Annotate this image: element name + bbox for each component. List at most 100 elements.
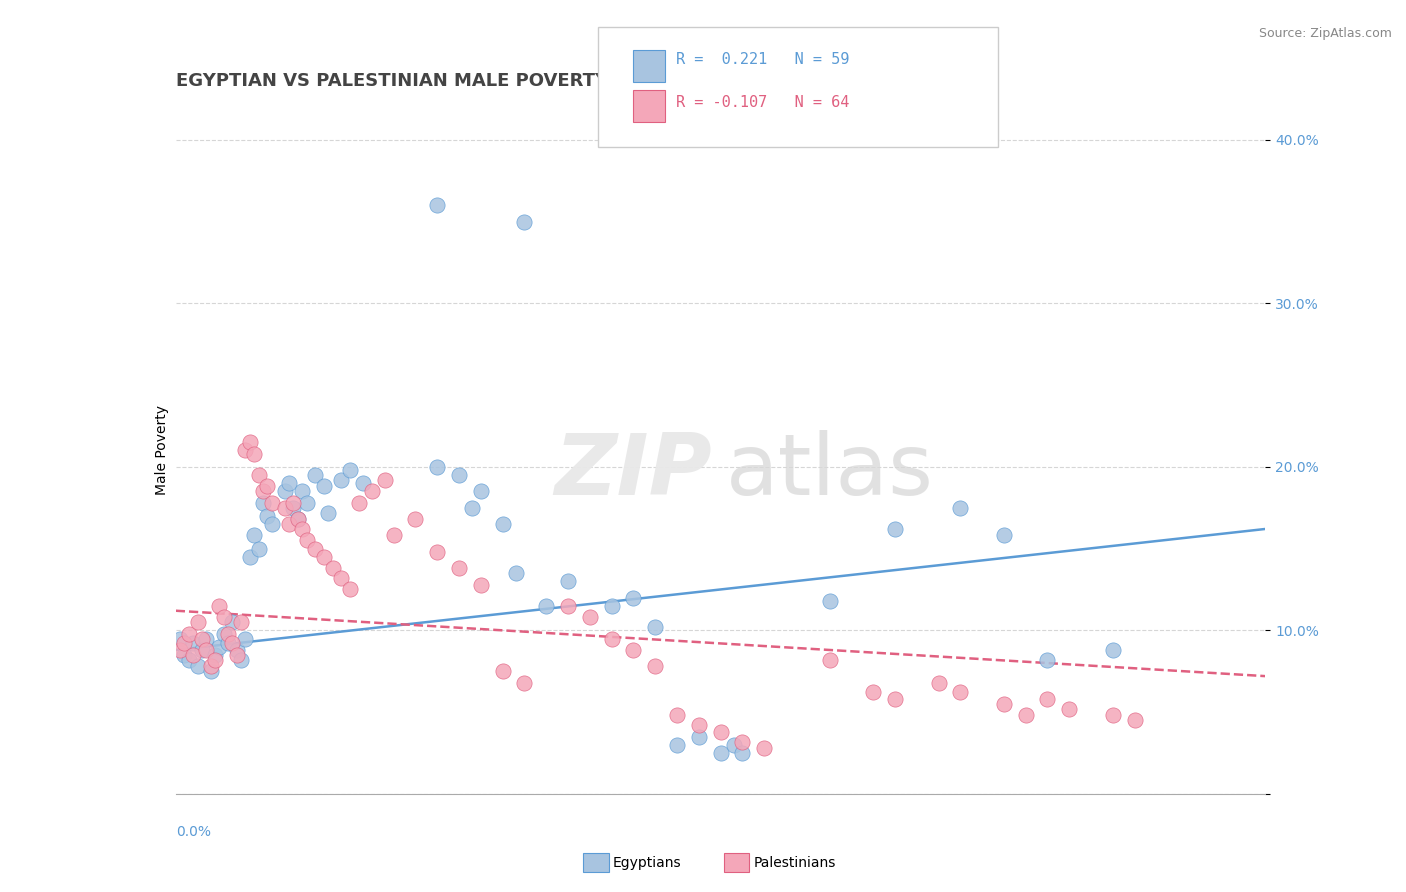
Point: [1036, 692, 1059, 706]
Point: [666, 738, 689, 752]
Point: [260, 496, 283, 510]
Point: [993, 697, 1015, 711]
Point: [360, 484, 382, 499]
Point: [949, 685, 972, 699]
Point: [1036, 653, 1059, 667]
Point: [330, 473, 353, 487]
Point: [243, 528, 266, 542]
Point: [557, 599, 579, 613]
Point: [274, 500, 297, 515]
Point: [513, 214, 536, 228]
Point: [322, 561, 344, 575]
Point: [688, 730, 710, 744]
Text: atlas: atlas: [725, 430, 934, 513]
Point: [278, 516, 301, 531]
Point: [181, 636, 204, 650]
Point: [644, 659, 666, 673]
Point: [235, 443, 257, 458]
Point: [295, 496, 318, 510]
Point: [579, 610, 602, 624]
Point: [231, 615, 253, 630]
Point: [710, 724, 733, 739]
Point: [352, 476, 374, 491]
Text: R = -0.107   N = 64: R = -0.107 N = 64: [676, 95, 849, 110]
Point: [173, 648, 195, 662]
Point: [513, 675, 536, 690]
Point: [304, 467, 326, 482]
Point: [723, 738, 745, 752]
Point: [191, 643, 214, 657]
Point: [195, 643, 218, 657]
Point: [312, 549, 335, 564]
Point: [1123, 714, 1146, 728]
Point: [374, 473, 396, 487]
Point: [862, 685, 884, 699]
Point: [382, 528, 405, 542]
Point: [621, 591, 644, 605]
Point: [225, 643, 247, 657]
Point: [347, 496, 370, 510]
Point: [644, 620, 666, 634]
Point: [221, 615, 243, 630]
Point: [405, 512, 427, 526]
Point: [256, 479, 278, 493]
Point: [492, 516, 515, 531]
Text: Source: ZipAtlas.com: Source: ZipAtlas.com: [1258, 27, 1392, 40]
Point: [304, 541, 326, 556]
Point: [470, 484, 492, 499]
Point: [208, 640, 231, 654]
Point: [186, 659, 209, 673]
Point: [1057, 702, 1080, 716]
Point: [818, 653, 841, 667]
Point: [1102, 708, 1125, 723]
Point: [710, 746, 733, 760]
Point: [212, 626, 235, 640]
Y-axis label: Male Poverty: Male Poverty: [155, 406, 169, 495]
Point: [291, 522, 314, 536]
Point: [221, 636, 243, 650]
Point: [217, 626, 239, 640]
Point: [949, 500, 972, 515]
Point: [247, 541, 270, 556]
Point: [252, 484, 274, 499]
Point: [600, 632, 623, 646]
Point: [169, 643, 191, 657]
Point: [217, 636, 239, 650]
Point: [278, 476, 301, 491]
Point: [208, 599, 231, 613]
Point: [339, 463, 361, 477]
Point: [754, 741, 776, 756]
Point: [283, 500, 305, 515]
Text: ZIP: ZIP: [554, 430, 713, 513]
Point: [235, 632, 257, 646]
Point: [283, 496, 305, 510]
Point: [287, 512, 309, 526]
Point: [291, 484, 314, 499]
Point: [884, 692, 907, 706]
Point: [260, 516, 283, 531]
Text: EGYPTIAN VS PALESTINIAN MALE POVERTY CORRELATION CHART: EGYPTIAN VS PALESTINIAN MALE POVERTY COR…: [176, 72, 830, 90]
Point: [1015, 708, 1038, 723]
Point: [731, 746, 754, 760]
Text: R =  0.221   N = 59: R = 0.221 N = 59: [676, 53, 849, 67]
Point: [204, 653, 226, 667]
Text: 0.0%: 0.0%: [176, 825, 211, 838]
Point: [557, 574, 579, 589]
Point: [426, 459, 449, 474]
Point: [312, 479, 335, 493]
Point: [247, 467, 270, 482]
Point: [505, 566, 527, 580]
Point: [181, 648, 204, 662]
Point: [177, 626, 200, 640]
Point: [993, 528, 1015, 542]
Text: Egyptians: Egyptians: [613, 855, 682, 870]
Point: [243, 447, 266, 461]
Point: [1102, 643, 1125, 657]
Point: [200, 664, 222, 679]
Point: [447, 467, 470, 482]
Point: [492, 664, 515, 679]
Point: [688, 718, 710, 732]
Point: [212, 610, 235, 624]
Point: [274, 484, 297, 499]
Point: [195, 632, 218, 646]
